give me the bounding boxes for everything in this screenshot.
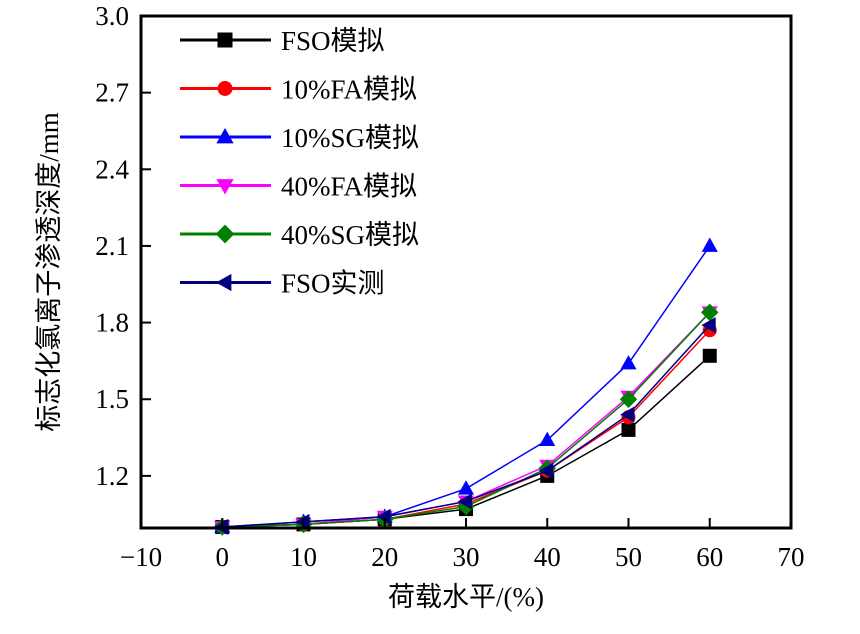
x-axis: −10 0 10 20 30 40 50 60 70 — [120, 518, 805, 572]
data-point — [619, 390, 638, 408]
series-line — [222, 311, 711, 528]
legend-marker-icon — [217, 81, 233, 96]
series-5 — [213, 317, 716, 536]
data-point — [538, 462, 554, 479]
x-tick-label: −10 — [120, 542, 162, 572]
data-point — [701, 237, 718, 252]
legend-marker-icon — [215, 224, 235, 244]
legend-label: 10%SG模拟 — [281, 123, 419, 153]
data-point — [539, 431, 556, 447]
y-tick-label: 2.4 — [95, 154, 129, 184]
legend-marker-icon — [217, 32, 233, 48]
legend-item: FSO实测 — [180, 269, 385, 299]
data-point — [702, 348, 717, 363]
legend-label: 40%SG模拟 — [281, 220, 419, 250]
data-point — [621, 422, 636, 437]
y-axis: 1.2 1.5 1.8 2.1 2.4 2.7 3.0 — [95, 1, 151, 491]
x-tick-label: 40 — [534, 542, 561, 572]
legend-label: FSO模拟 — [281, 26, 385, 56]
data-point — [620, 355, 637, 370]
legend-item: 40%FA模拟 — [180, 172, 417, 202]
legend-marker-icon — [216, 179, 234, 195]
legend-item: FSO模拟 — [180, 26, 385, 56]
y-tick-label: 1.5 — [95, 384, 129, 414]
x-tick-label: 50 — [615, 542, 642, 572]
legend-item: 10%SG模拟 — [180, 123, 419, 153]
legend-item: 10%FA模拟 — [180, 75, 417, 105]
plot-frame — [139, 14, 793, 530]
y-tick-label: 2.7 — [95, 78, 129, 108]
legend-label: 40%FA模拟 — [281, 172, 417, 202]
x-axis-title: 荷载水平/(%) — [388, 582, 544, 612]
legend-label: FSO实测 — [281, 269, 385, 299]
x-tick-label: 60 — [696, 542, 723, 572]
y-tick-label: 3.0 — [95, 1, 129, 31]
y-tick-label: 2.1 — [95, 231, 129, 261]
x-tick-label: 0 — [216, 542, 230, 572]
legend-marker-icon — [216, 128, 234, 144]
y-tick-label: 1.2 — [95, 461, 129, 491]
legend-marker-icon — [216, 273, 232, 292]
y-tick-label: 1.8 — [95, 308, 129, 338]
x-tick-label: 10 — [290, 542, 317, 572]
legend-label: 10%FA模拟 — [281, 75, 417, 105]
x-tick-label: 70 — [778, 542, 805, 572]
x-tick-label: 30 — [453, 542, 480, 572]
y-axis-title: 标志化氯离子渗透深度/mm — [34, 112, 64, 432]
data-point — [376, 508, 391, 525]
data-point — [457, 493, 472, 510]
legend: FSO模拟 10%FA模拟 10%SG模拟 40%FA模拟 40%SG模拟 FSO实测 — [180, 26, 419, 299]
data-point — [701, 317, 716, 334]
x-tick-label: 20 — [371, 542, 398, 572]
data-point — [701, 303, 719, 322]
series-line — [222, 311, 711, 528]
data-point — [295, 513, 310, 530]
data-point — [620, 406, 635, 423]
legend-item: 40%SG模拟 — [180, 220, 419, 250]
data-point — [457, 480, 475, 495]
